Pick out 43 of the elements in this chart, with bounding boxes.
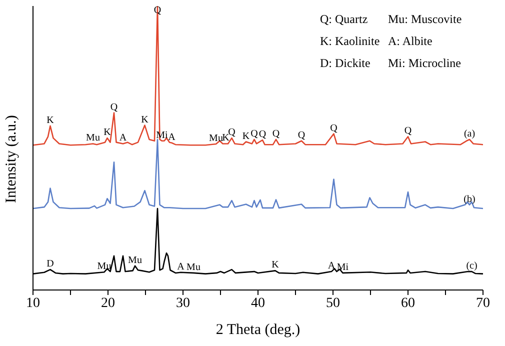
x-tick-label: 30 [176,296,190,311]
annotation: D [46,258,54,270]
annotation: (a) [464,128,476,140]
annotation: K [141,114,150,126]
x-tick-label: 60 [401,296,415,311]
annotation: Mu [97,261,112,272]
x-axis-title: 2 Theta (deg.) [216,322,300,338]
annotation: Q [250,128,259,140]
annotation: K [242,130,250,142]
annotation: (b) [464,194,476,205]
annotation: Q [330,122,338,134]
annotation: Q: Quartz [320,12,368,26]
annotation: (c) [466,260,478,272]
annotation: K: Kaolinite [320,34,380,48]
annotation: Mu [209,133,223,144]
annotation: K [222,132,230,144]
annotation: A [177,261,186,272]
annotation: K [272,260,280,271]
annotation: Q [110,102,118,113]
x-tick-label: 10 [26,296,40,311]
x-tick-label: 20 [101,296,115,311]
x-tick-label: 40 [251,296,265,311]
annotation: Mi [336,262,349,273]
annotation: A [168,132,176,143]
x-tick-label: 70 [476,296,490,311]
annotation: K [104,127,112,138]
annotation: Mi: Microcline [388,56,461,70]
annotation: A: Albite [388,34,432,48]
y-axis-title: Intensity (a.u.) [3,115,20,203]
annotation: Mu [86,132,100,144]
annotation: Q [298,130,306,141]
annotation: Mu [128,254,142,266]
annotation: Q [258,129,267,140]
annotation: A [119,132,128,144]
annotation: Mu [186,262,200,273]
annotation: D: Dickite [320,56,370,70]
annotation: Q [272,128,280,140]
annotation: K [46,114,55,126]
annotation: Q [404,126,412,137]
annotation: A [328,260,336,272]
annotation: Mu: Muscovite [388,12,462,26]
x-tick-label: 50 [326,296,340,311]
annotation: Q [228,127,236,138]
